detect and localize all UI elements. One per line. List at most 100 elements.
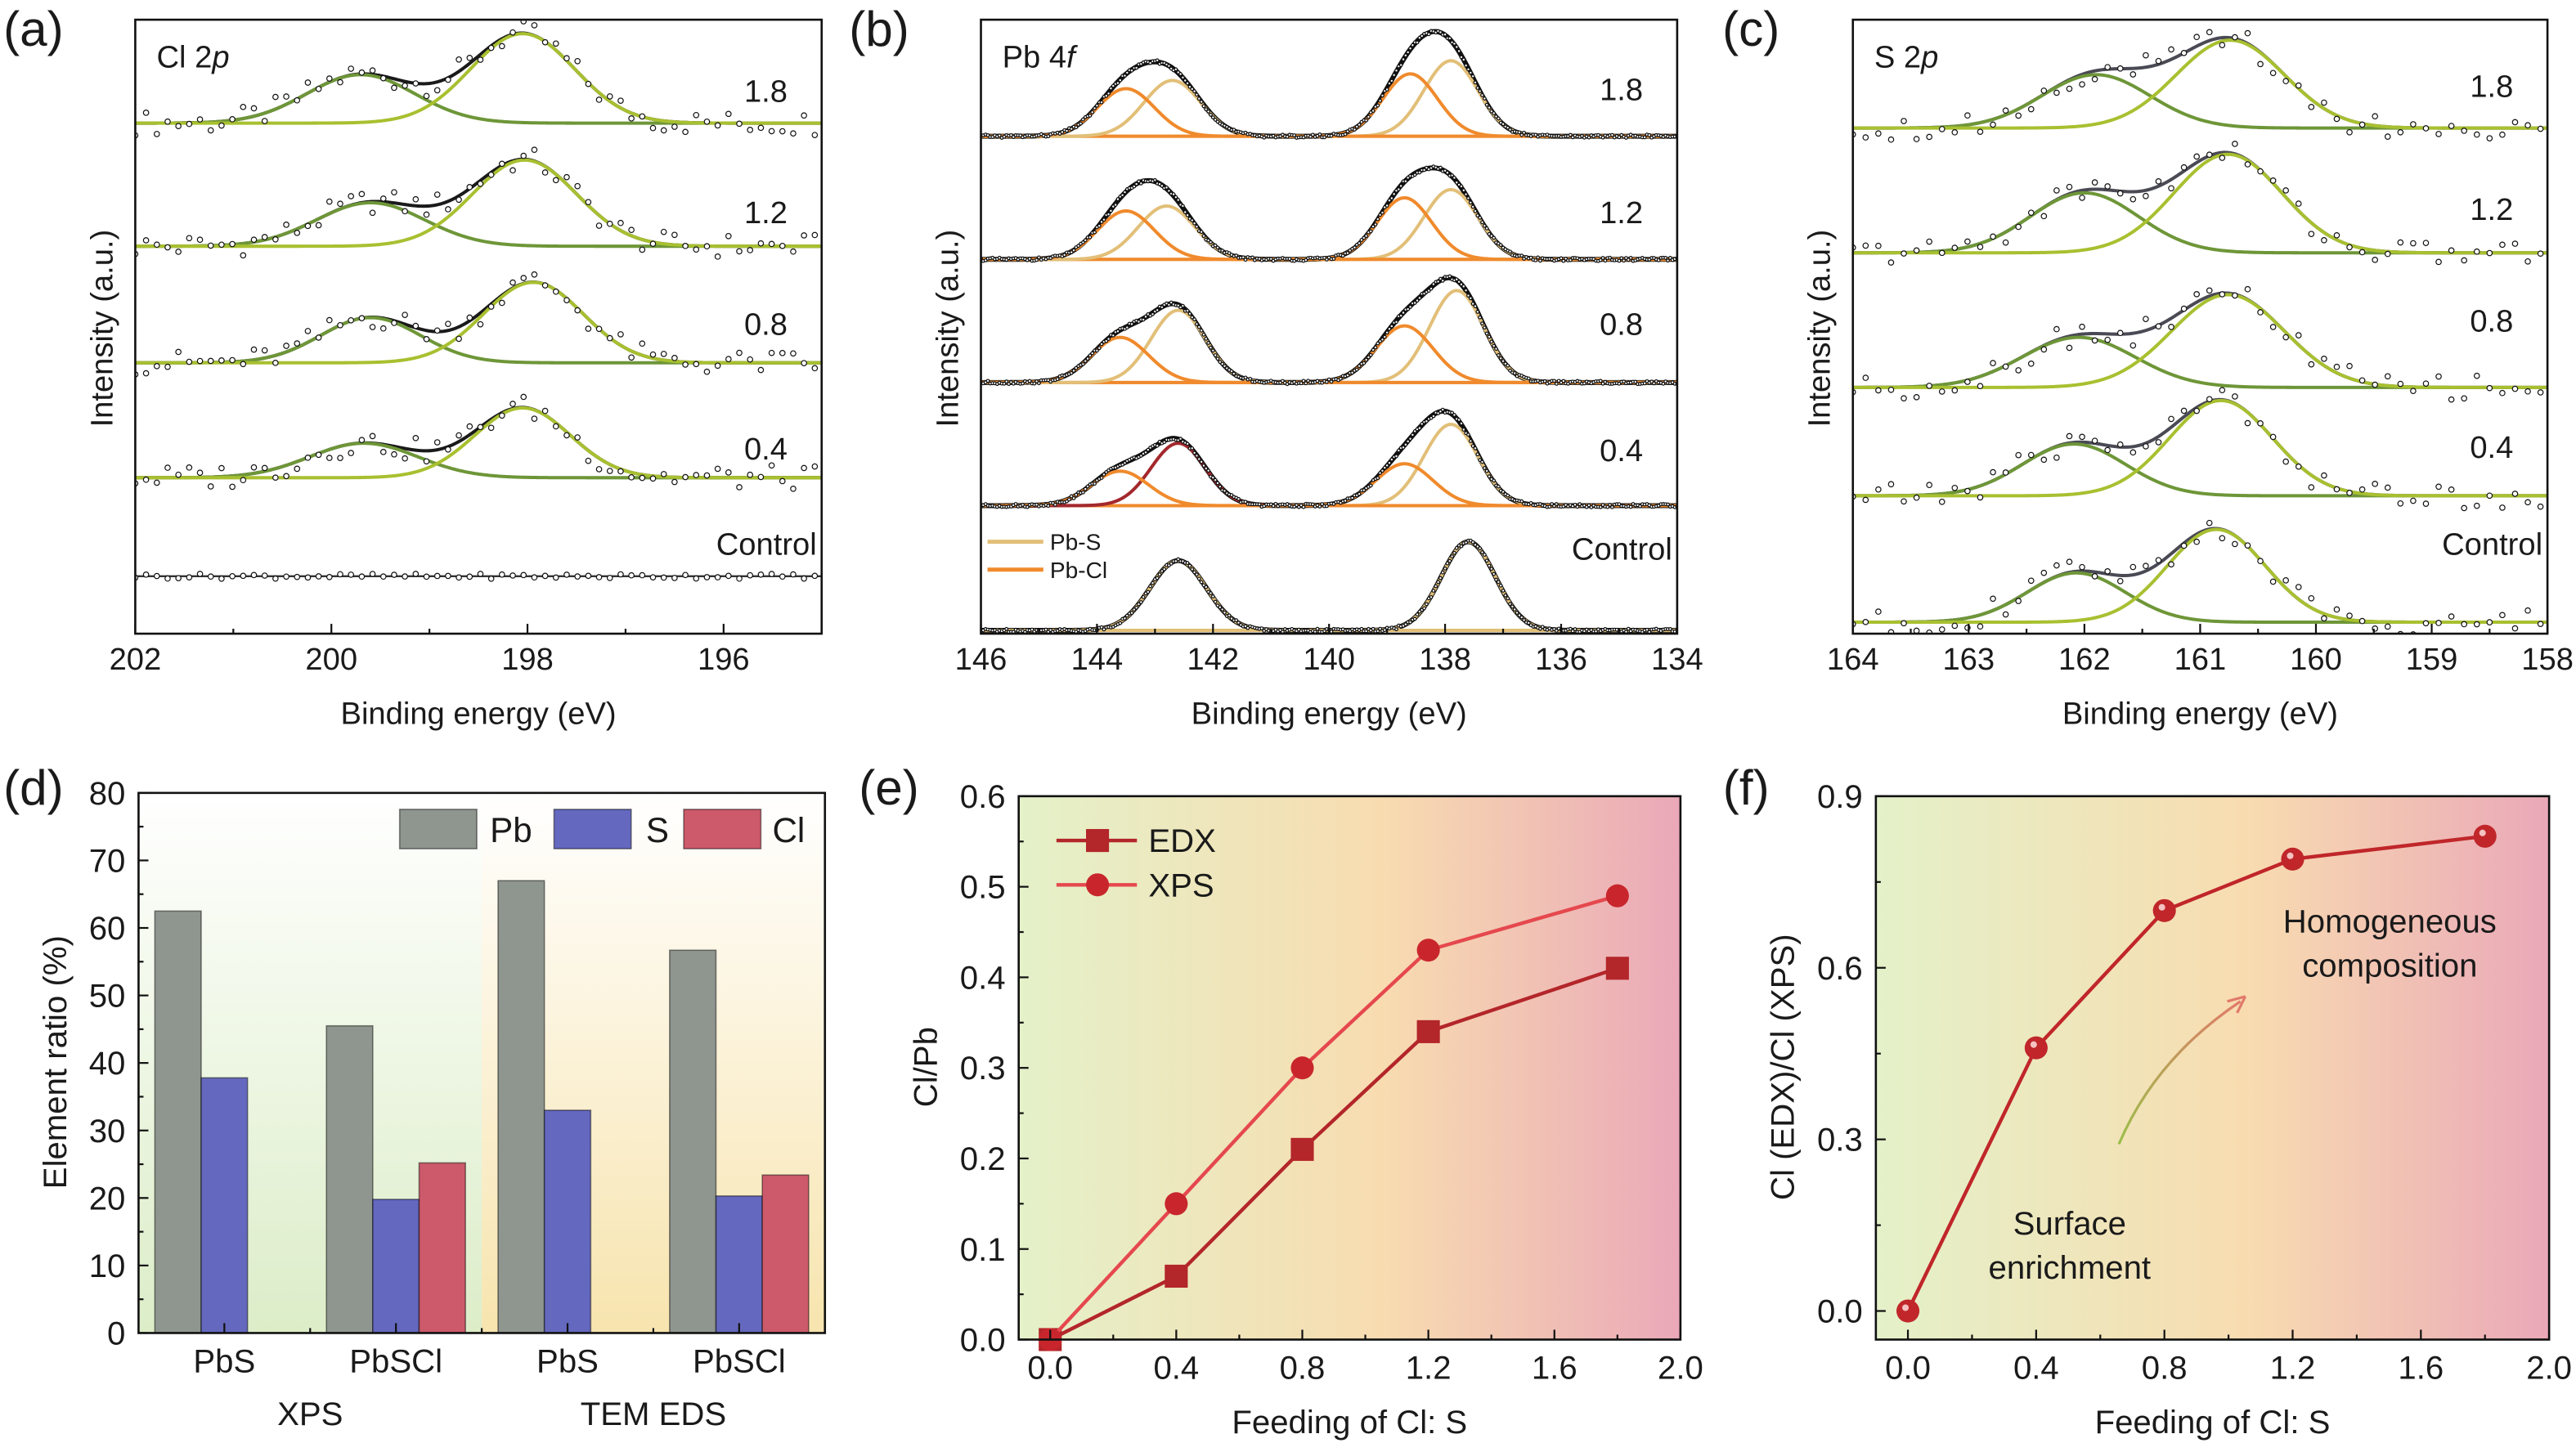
panel-letter: (b) [849,1,909,56]
data-point [466,184,473,190]
data-point [1371,109,1376,113]
data-point [2027,451,2035,459]
y-axis-label: Intensity (a.u.) [1802,230,1838,428]
trace-label: 1.2 [744,195,788,231]
data-point [714,362,721,370]
x-axis-label: Binding energy (eV) [1192,697,1467,732]
data-point [1350,495,1354,500]
data-point [595,222,603,229]
data-point [2193,407,2201,415]
data-point [1137,320,1141,324]
data-point [1468,70,1473,75]
data-point [1412,429,1417,433]
trace-0.4 [981,407,1677,509]
marker-highlight [2479,829,2486,836]
x-tick-label: 0.0 [1027,1350,1073,1387]
data-point [2040,456,2048,464]
plot-background [1018,795,1681,1340]
data-point [1376,629,1380,634]
data-point [1387,198,1392,203]
data-point [358,315,366,321]
data-point [790,350,797,357]
data-point [2143,562,2149,570]
data-point [423,211,430,218]
data-point [2410,497,2417,504]
data-point [1043,627,1048,632]
data-point [358,437,366,444]
data-point [2027,577,2035,585]
component-peak [135,441,822,480]
data-point [1951,622,1959,630]
legend-marker [1086,873,1110,897]
data-point [325,573,333,580]
data-point [1236,496,1241,501]
x-tick-label: 162 [2058,642,2111,677]
data-point [1002,381,1007,386]
data-point [768,349,775,356]
data-point [2206,287,2213,294]
data-point [391,571,397,578]
bar-Pb-3 [669,949,717,1334]
component-peak [981,423,1677,508]
component-peak [981,78,1677,138]
data-point [1456,280,1461,285]
data-point [477,180,484,187]
data-point [1422,606,1426,611]
data-point [1617,135,1622,140]
data-point [1271,504,1276,509]
data-point [2499,241,2506,249]
data-point [304,79,312,86]
data-point [1628,504,1633,509]
data-point [1470,74,1475,78]
data-point [1398,63,1403,67]
data-point [1633,379,1638,384]
y-tick-label: 0.3 [960,1050,1006,1087]
data-point [531,574,538,581]
data-point [2282,187,2289,194]
data-point [1137,179,1141,184]
data-point [693,472,700,478]
data-point [2435,131,2442,137]
data-point [1410,43,1415,47]
data-point [402,455,408,462]
data-point [348,316,355,324]
data-point [1528,500,1533,505]
arrow-head-icon [2227,995,2247,1014]
data-point [1199,328,1204,333]
data-point [757,366,765,374]
data-point [1528,255,1533,260]
x-tick-label: 1.2 [2270,1350,2316,1387]
data-point [1021,381,1025,386]
data-point [1389,78,1394,83]
data-point [315,451,322,459]
data-point [294,96,301,104]
data-point [218,357,225,364]
data-point [1447,558,1452,563]
data-point [682,243,689,249]
component-peak [1852,571,2548,625]
data-point [1324,258,1329,262]
data-point [1190,218,1195,222]
data-point [1062,253,1067,258]
data-point [1454,277,1459,282]
x-tick-label: 0.0 [1885,1350,1931,1387]
data-point [337,571,343,578]
data-point [747,571,754,579]
data-point [531,146,538,154]
data-point [1134,65,1139,70]
data-point [1461,428,1466,432]
data-point [1371,626,1376,631]
data-point [186,464,193,471]
data-point [1496,580,1501,585]
data-point [487,575,495,582]
data-point [574,434,581,441]
data-point [1492,571,1497,576]
component-peak [981,195,1677,262]
data-point [1353,245,1357,250]
data-point [1234,253,1239,258]
data-point [477,571,484,577]
data-point [1129,321,1134,326]
data-point [2384,623,2391,630]
data-point [2053,89,2060,96]
data-point [1406,307,1411,311]
